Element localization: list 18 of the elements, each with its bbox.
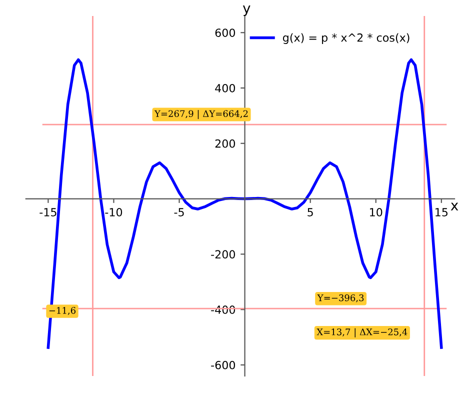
x-tick-label: -10 bbox=[105, 208, 122, 216]
legend-label: g(x) = p * x^2 * cos(x) bbox=[282, 33, 410, 44]
ref-line-label: −11,6 bbox=[49, 306, 76, 315]
y-tick-label: -200 bbox=[211, 250, 236, 259]
x-tick-label: 10 bbox=[370, 208, 382, 216]
x-tick-label: 15 bbox=[436, 208, 448, 216]
y-tick-label: 400 bbox=[215, 84, 236, 92]
x-tick-label: -5 bbox=[174, 208, 184, 216]
x-tick-label: -15 bbox=[40, 208, 56, 216]
y-tick-label: -600 bbox=[211, 360, 236, 370]
y-tick-label: 600 bbox=[215, 28, 236, 37]
y-axis-title: y bbox=[242, 6, 250, 16]
y-tick-label: 200 bbox=[215, 139, 236, 148]
ref-line-label: X=13,7 | ΔX=−25,4 bbox=[316, 328, 408, 338]
ref-line-label: Y=−396,3 bbox=[317, 294, 364, 302]
x-tick-label: 5 bbox=[308, 208, 313, 216]
ref-line-label: Y=267,9 | ΔY=664,2 bbox=[154, 110, 248, 120]
x-axis-title: x bbox=[450, 202, 458, 210]
